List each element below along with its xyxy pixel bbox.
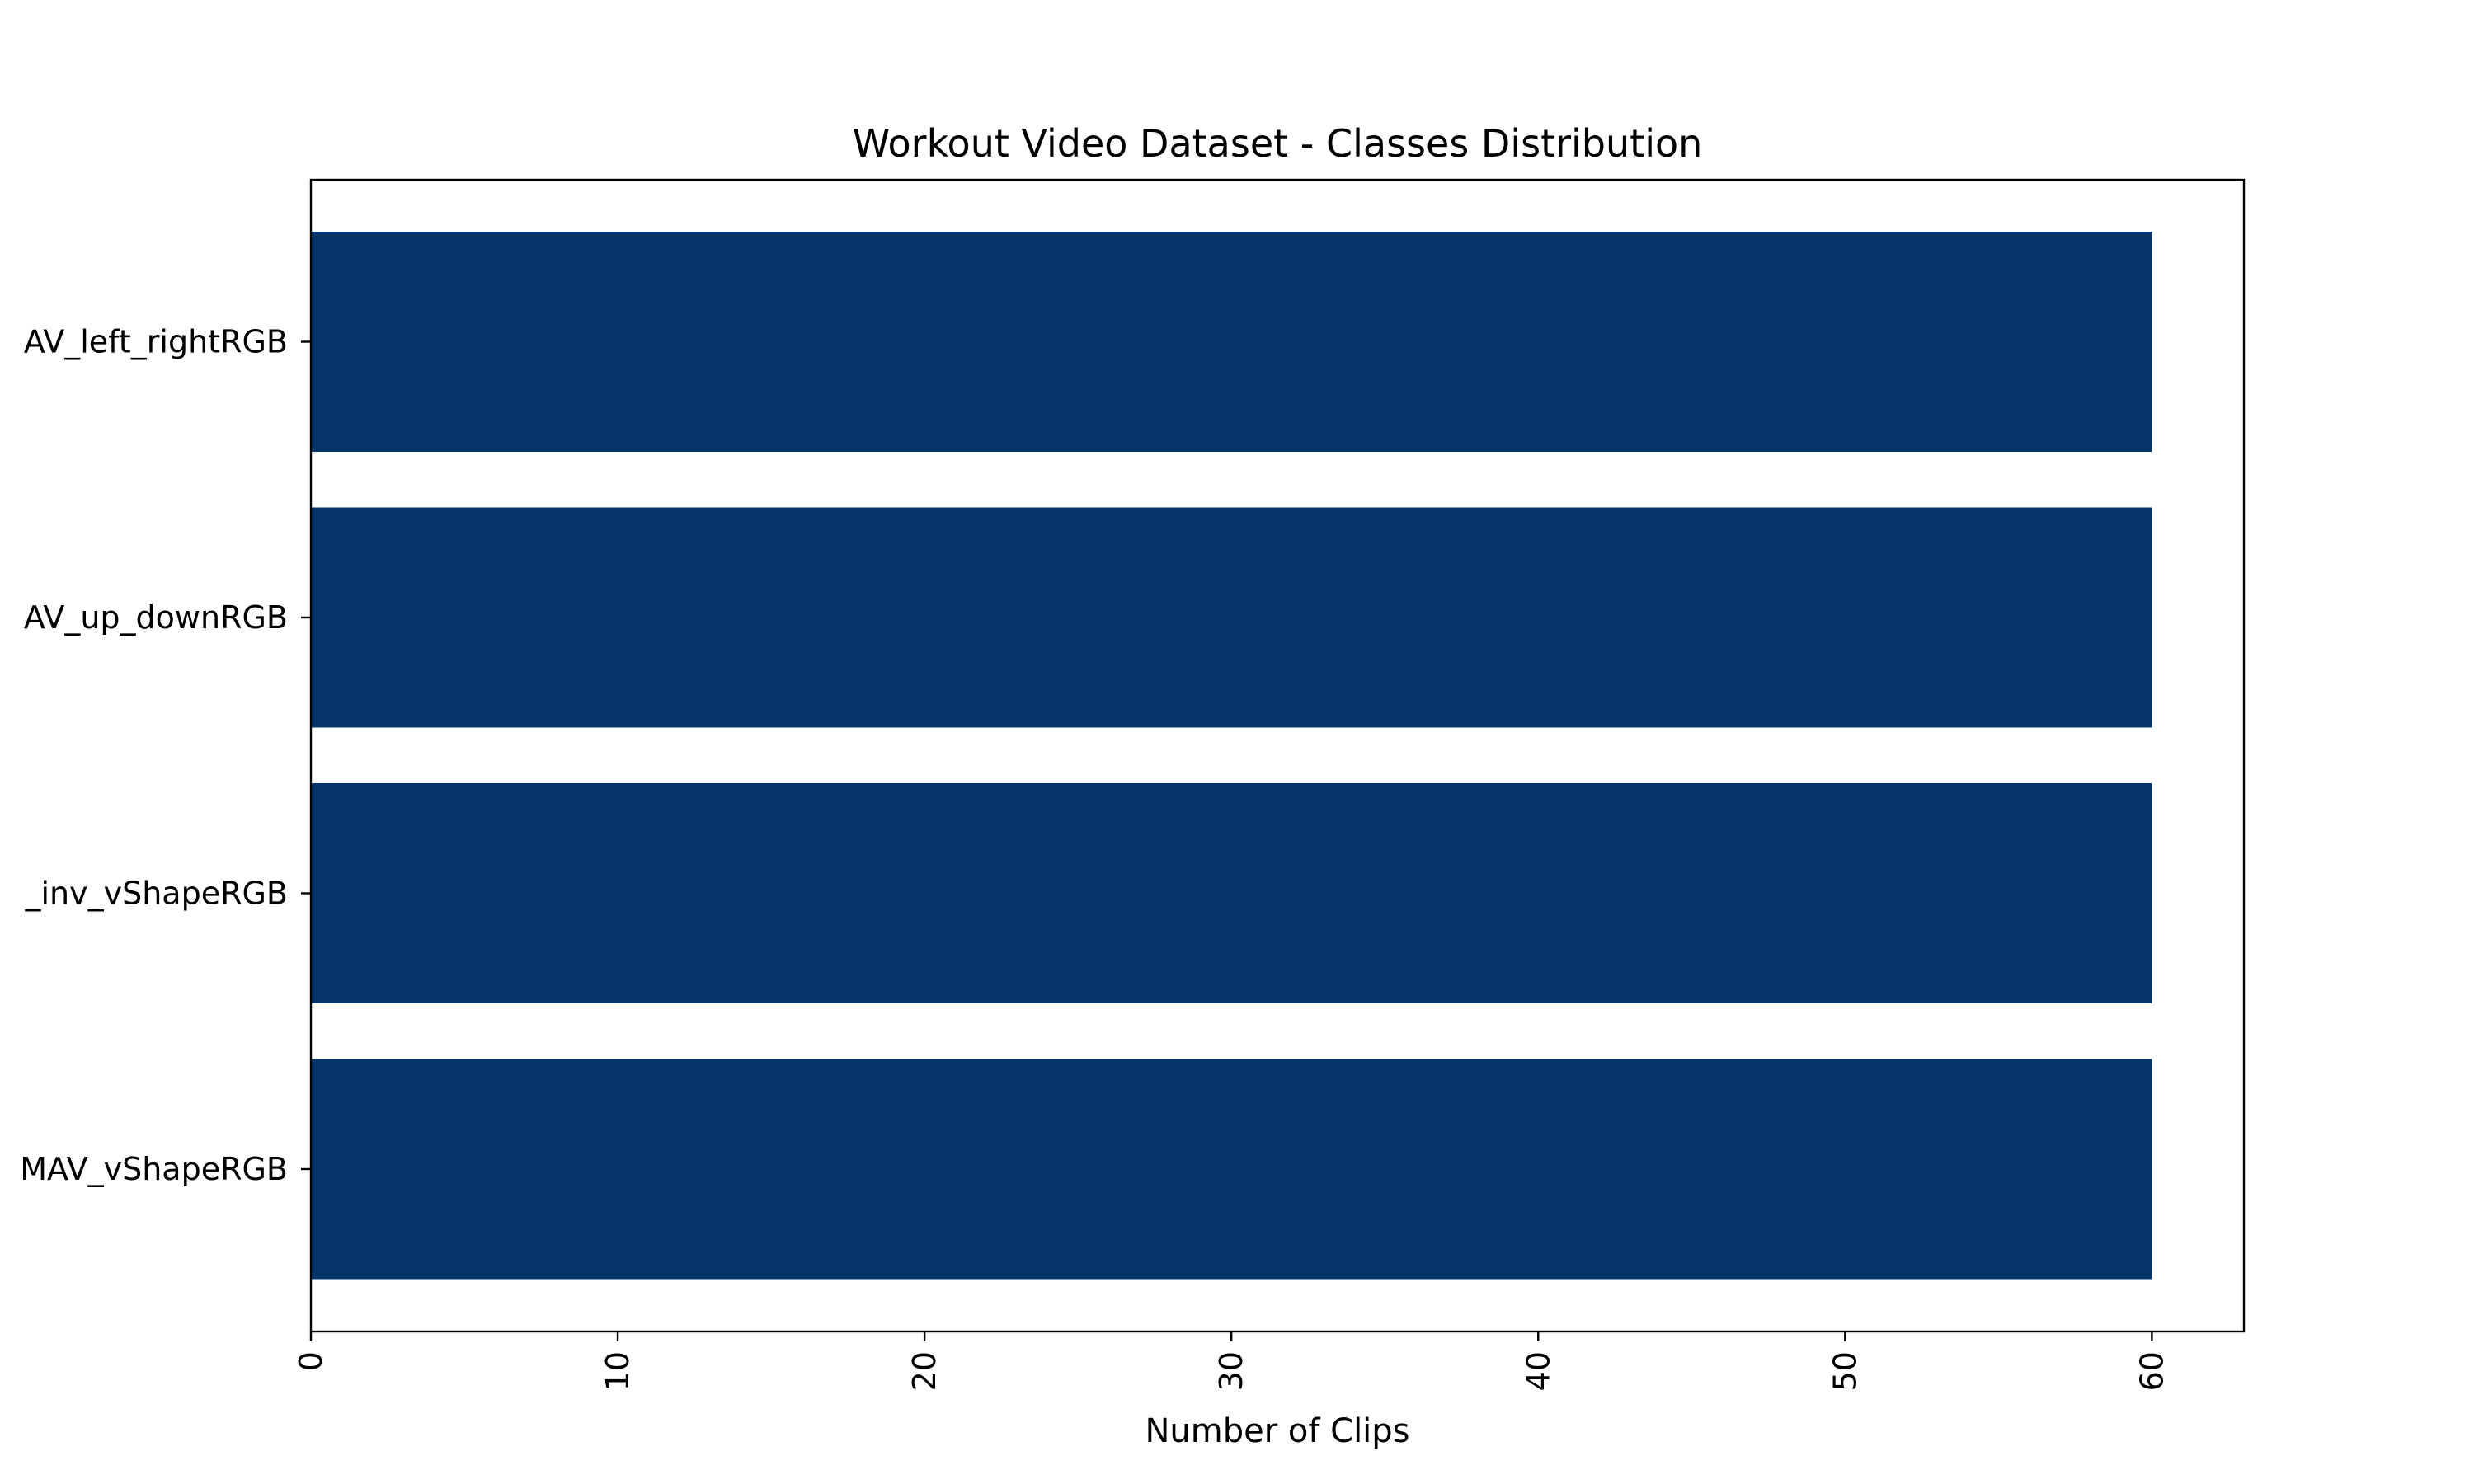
x-tick-label: 30 [1213,1351,1249,1391]
x-axis-label: Number of Clips [1145,1412,1409,1450]
chart-title: Workout Video Dataset - Classes Distribu… [853,121,1703,166]
x-tick-label: 50 [1827,1351,1863,1391]
plot-frame [309,178,2246,1333]
x-tick-label: 20 [906,1351,943,1391]
y-axis: MAV_vShapeRGB _inv_vShapeRGB AV_up_downRGB… [20,324,311,1187]
bar [311,232,2152,452]
y-tick-label: AV_left_rightRGB [24,324,288,360]
x-tick-label: 40 [1520,1351,1556,1391]
y-tick-label: _inv_vShapeRGB [24,876,288,912]
bar [311,783,2152,1003]
x-tick-label: 60 [2133,1351,2170,1391]
bar [311,507,2152,728]
y-tick-label: MAV_vShapeRGB [20,1151,288,1187]
bar [311,1059,2152,1280]
x-axis: 0 10 20 30 40 50 60 [293,1331,2170,1391]
y-tick-label: AV_up_downRGB [24,599,288,636]
x-tick-label: 10 [600,1351,636,1391]
bars-layer [311,232,2152,1280]
x-tick-label: 0 [293,1351,329,1371]
